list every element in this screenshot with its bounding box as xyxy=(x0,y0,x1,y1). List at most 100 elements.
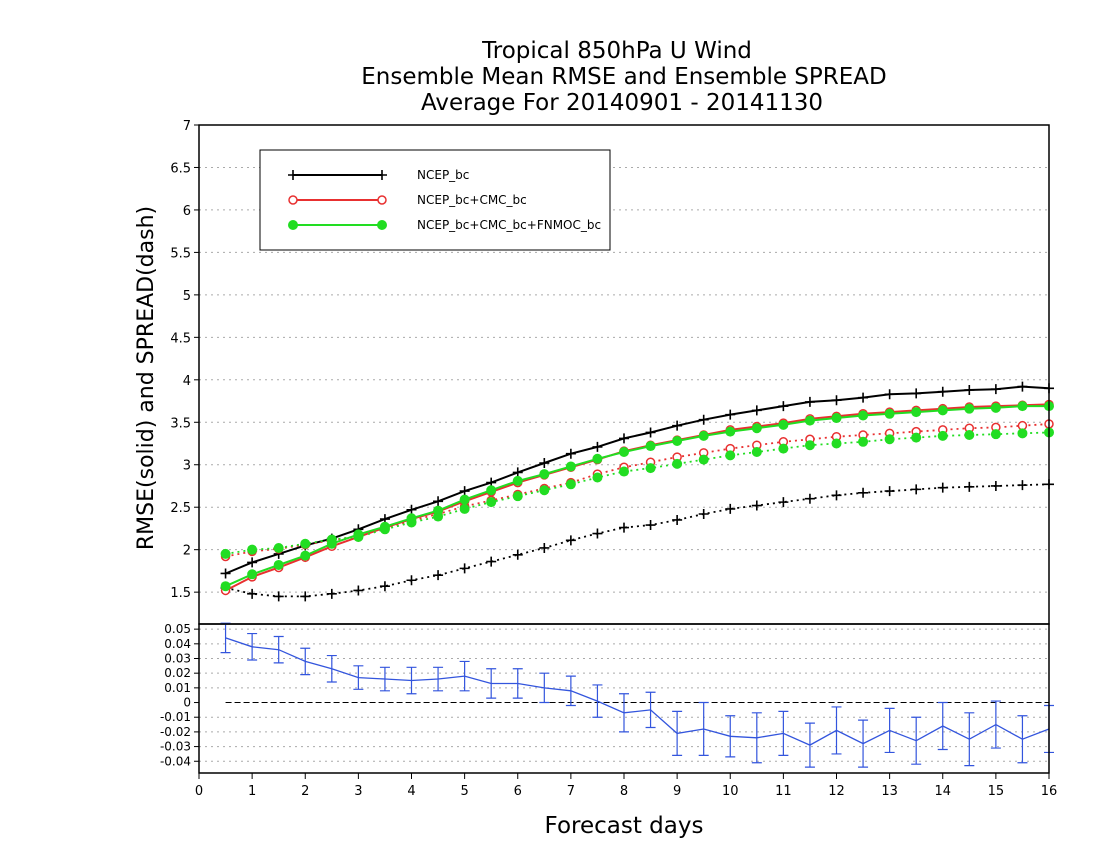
x-tick-label: 2 xyxy=(301,784,309,799)
y-tick-label: -0.03 xyxy=(160,740,191,754)
plus-marker xyxy=(831,395,842,406)
filled-circle-marker xyxy=(884,408,895,419)
series-NCEP_bc xyxy=(220,381,1054,602)
legend-label: NCEP_bc xyxy=(417,168,469,182)
x-tick-label: 10 xyxy=(722,784,739,799)
filled-circle-marker xyxy=(539,469,550,480)
x-tick-label: 15 xyxy=(988,784,1005,799)
x-tick-label: 0 xyxy=(195,784,203,799)
open-circle-marker xyxy=(288,195,298,205)
filled-circle-marker xyxy=(831,438,842,449)
filled-circle-marker xyxy=(831,413,842,424)
filled-circle-marker xyxy=(592,453,603,464)
plus-marker xyxy=(273,591,284,602)
filled-circle-marker xyxy=(300,550,311,561)
plus-marker xyxy=(672,420,683,431)
filled-circle-marker xyxy=(778,443,789,454)
plus-marker xyxy=(645,427,656,438)
x-tick-label: 9 xyxy=(673,784,681,799)
legend: NCEP_bc NCEP_bc+CMC_bc NCEP_bc+CMC_bc+FNMO… xyxy=(259,149,611,251)
plus-marker xyxy=(911,484,922,495)
plus-marker xyxy=(884,389,895,400)
plus-marker xyxy=(964,481,975,492)
plus-marker xyxy=(725,409,736,420)
rmse-line xyxy=(225,405,1049,588)
plus-marker xyxy=(645,520,656,531)
plus-marker xyxy=(858,392,869,403)
plus-marker xyxy=(672,514,683,525)
x-tick-label: 14 xyxy=(934,784,951,799)
rmse-line xyxy=(225,385,1050,575)
filled-circle-marker xyxy=(326,538,337,549)
filled-circle-marker xyxy=(858,410,869,421)
filled-circle-marker xyxy=(273,542,284,553)
plus-marker xyxy=(751,500,762,511)
plus-marker xyxy=(804,493,815,504)
y-tick-label: 6 xyxy=(183,204,191,219)
y-tick-label: 3.5 xyxy=(170,416,191,431)
plus-marker xyxy=(592,441,603,452)
x-tick-label: 16 xyxy=(1041,784,1058,799)
chart-title-line-2: Ensemble Mean RMSE and Ensemble SPREAD xyxy=(361,64,886,90)
plus-marker xyxy=(619,522,629,533)
plus-marker xyxy=(751,405,762,416)
filled-circle-marker xyxy=(751,447,762,458)
plus-marker xyxy=(937,482,948,493)
filled-circle-marker xyxy=(288,220,298,230)
y-tick-label: 0.02 xyxy=(164,666,191,680)
legend-label: NCEP_bc+CMC_bc xyxy=(417,193,527,207)
filled-circle-marker xyxy=(619,447,629,458)
filled-circle-marker xyxy=(672,435,683,446)
filled-circle-marker xyxy=(937,405,948,416)
filled-circle-marker xyxy=(300,538,311,549)
filled-circle-marker xyxy=(220,548,231,559)
filled-circle-marker xyxy=(619,466,629,477)
plus-marker xyxy=(459,486,470,497)
y-tick-label: 0.05 xyxy=(164,622,191,636)
filled-circle-marker xyxy=(377,220,387,230)
x-tick-label: 7 xyxy=(567,784,575,799)
open-circle-marker xyxy=(377,195,387,205)
plus-marker xyxy=(698,414,709,425)
plus-marker xyxy=(698,509,709,520)
error-bar xyxy=(220,622,231,654)
y-tick-label: -0.01 xyxy=(160,710,191,724)
chart-title-line-3: Average For 20140901 - 20141130 xyxy=(421,90,823,116)
plus-marker xyxy=(804,396,815,407)
plus-marker xyxy=(353,585,364,596)
plus-marker xyxy=(247,557,258,568)
x-tick-label: 8 xyxy=(620,784,628,799)
filled-circle-marker xyxy=(565,461,576,472)
filled-circle-marker xyxy=(247,544,258,555)
plus-marker xyxy=(619,433,629,444)
y-tick-label: 2.5 xyxy=(170,501,191,516)
plus-marker xyxy=(565,535,576,546)
y-tick-label: 5 xyxy=(183,289,191,304)
filled-circle-marker xyxy=(406,513,417,524)
filled-circle-marker xyxy=(751,423,762,434)
y-tick-label: 4.5 xyxy=(170,331,191,346)
filled-circle-marker xyxy=(1017,401,1028,412)
y-tick-label: 2 xyxy=(183,544,191,559)
plus-marker xyxy=(778,401,789,412)
plus-marker xyxy=(406,504,417,515)
difference-line xyxy=(225,637,1050,746)
plus-marker xyxy=(486,556,497,567)
plus-marker xyxy=(300,591,311,602)
filled-circle-marker xyxy=(725,426,736,437)
plus-marker xyxy=(406,575,417,586)
plus-marker xyxy=(964,385,975,396)
bottom-plot-frame xyxy=(198,623,1050,774)
filled-circle-marker xyxy=(273,559,284,570)
filled-circle-marker xyxy=(565,479,576,490)
y-tick-label: 5.5 xyxy=(170,246,191,261)
legend-label: NCEP_bc+CMC_bc+FNMOC_bc xyxy=(417,218,601,232)
filled-circle-marker xyxy=(592,472,603,483)
rmse-line xyxy=(225,403,1050,592)
y-tick-label: 6.5 xyxy=(170,161,191,176)
filled-circle-marker xyxy=(247,569,258,580)
x-tick-label: 6 xyxy=(514,784,522,799)
filled-circle-marker xyxy=(804,440,815,451)
plus-marker xyxy=(937,386,948,397)
x-tick-label: 11 xyxy=(775,784,792,799)
